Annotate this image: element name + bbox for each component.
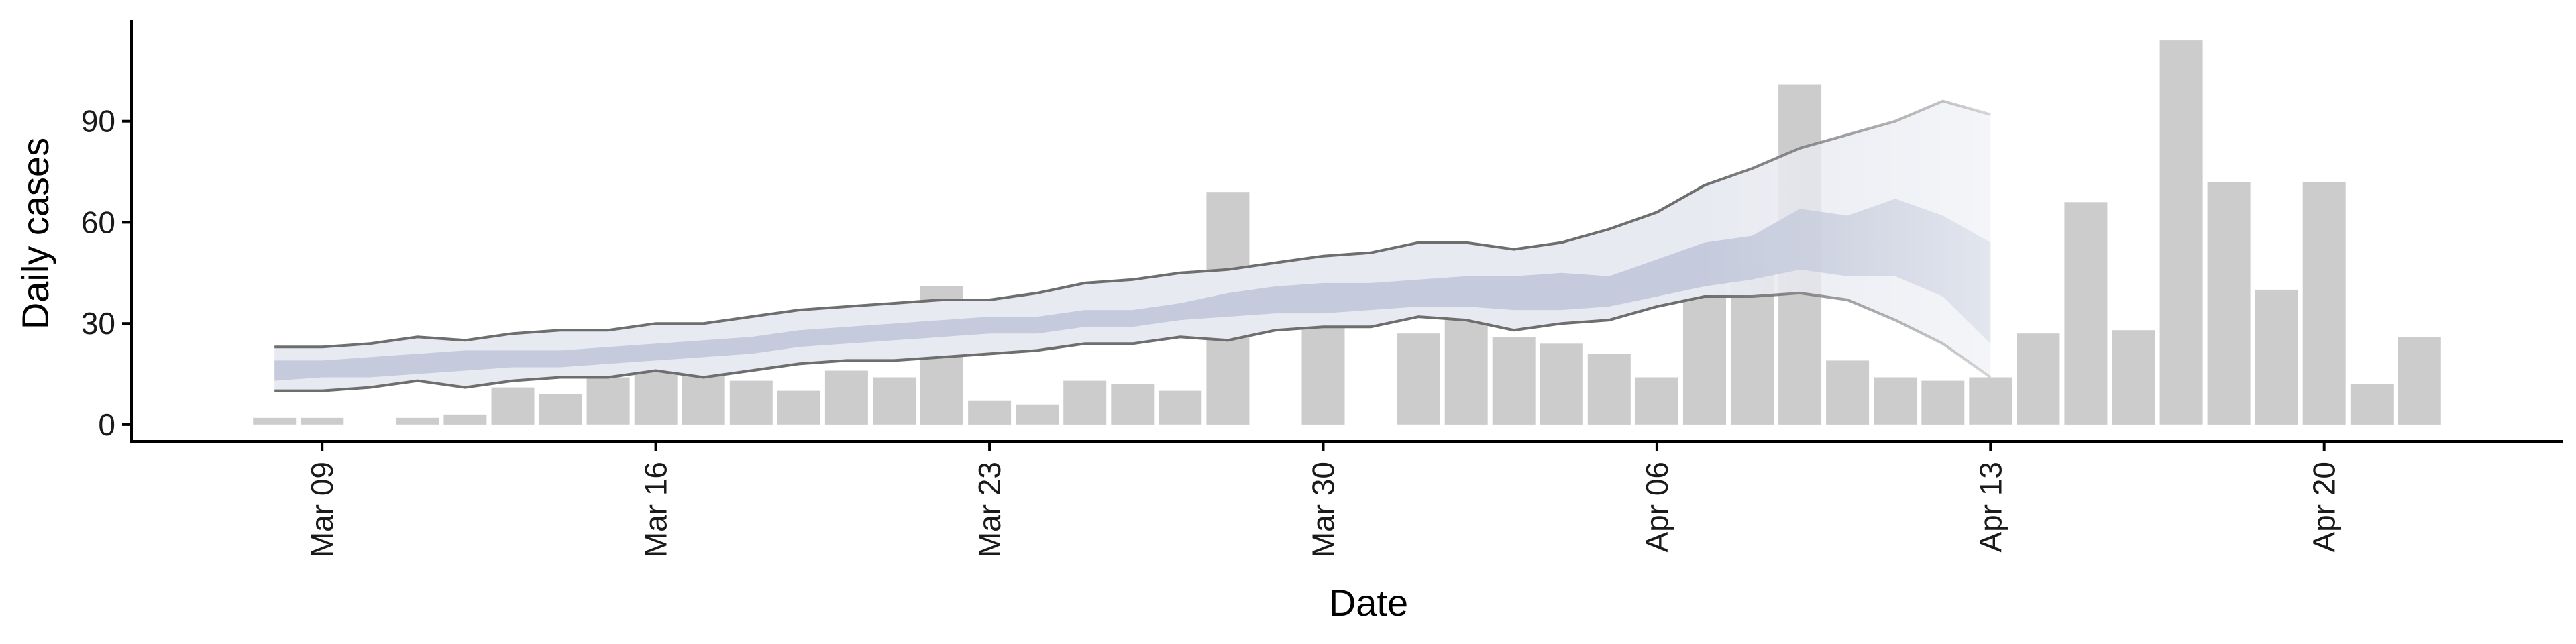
bar-2020-03-20 — [824, 370, 868, 425]
x-tick-label-mar-30: Mar 30 — [1306, 462, 1341, 557]
bar-2020-03-25 — [1063, 380, 1107, 425]
bar-2020-03-18 — [729, 380, 773, 425]
bar-2020-03-23 — [968, 400, 1012, 425]
bar-2020-04-11 — [1874, 377, 1917, 425]
ci-band-layer — [274, 101, 1991, 391]
bar-2020-04-04 — [1540, 343, 1583, 425]
bar-2020-03-19 — [777, 390, 820, 425]
bar-2020-03-24 — [1016, 404, 1059, 425]
bar-2020-04-19 — [2255, 289, 2298, 425]
bar-2020-03-21 — [873, 377, 916, 425]
bar-2020-04-16 — [2112, 330, 2155, 425]
bar-2020-03-16 — [634, 367, 678, 425]
y-tick-label-30: 30 — [81, 306, 115, 341]
bar-2020-04-15 — [2064, 202, 2108, 425]
y-tick-label-60: 60 — [81, 205, 115, 239]
x-axis-title: Date — [1329, 582, 1408, 624]
bars-layer — [253, 40, 2441, 425]
bar-2020-03-15 — [586, 377, 630, 425]
bar-2020-04-03 — [1492, 337, 1536, 425]
x-tick-label-mar-09: Mar 09 — [305, 462, 339, 557]
x-tick-label-apr-06: Apr 06 — [1640, 462, 1674, 553]
bar-2020-04-12 — [1921, 380, 1965, 425]
axes-layer: 0 30 60 90 Mar 09 Mar 16 Mar 23 Mar 30 Apr 06 Apr… — [81, 20, 2563, 557]
outer-interval-band — [274, 101, 1991, 391]
bar-2020-04-21 — [2350, 384, 2394, 425]
bar-2020-03-13 — [491, 387, 535, 425]
bar-2020-04-10 — [1826, 360, 1870, 425]
x-tick-label-mar-23: Mar 23 — [972, 462, 1007, 557]
bar-2020-03-11 — [396, 417, 439, 425]
bar-2020-04-22 — [2398, 337, 2441, 425]
x-tick-label-mar-16: Mar 16 — [639, 462, 674, 557]
bar-2020-03-12 — [443, 414, 487, 425]
upper-bound-line — [274, 99, 1991, 349]
bar-2020-04-05 — [1587, 354, 1631, 425]
bar-2020-04-18 — [2207, 182, 2251, 425]
bar-2020-04-14 — [2017, 333, 2060, 425]
y-axis-title: Daily cases — [14, 138, 56, 329]
bar-2020-03-26 — [1111, 384, 1155, 425]
bar-2020-04-20 — [2302, 182, 2346, 425]
bar-2020-03-14 — [539, 394, 582, 425]
bounds-lines-layer — [274, 99, 1992, 392]
x-tick-label-apr-20: Apr 20 — [2307, 462, 2342, 553]
bar-2020-04-06 — [1635, 377, 1678, 425]
bar-2020-04-17 — [2159, 40, 2203, 425]
bar-2020-03-09 — [301, 417, 344, 425]
bar-2020-04-13 — [1969, 377, 2012, 425]
bar-2020-03-27 — [1159, 390, 1202, 425]
x-tick-label-apr-13: Apr 13 — [1973, 462, 2008, 553]
bar-2020-04-01 — [1397, 333, 1440, 425]
y-tick-label-0: 0 — [98, 407, 115, 442]
lower-bound-line — [274, 291, 1992, 392]
bar-2020-03-08 — [253, 417, 297, 425]
inner-interval-band — [274, 199, 1991, 381]
y-tick-label-90: 90 — [81, 104, 115, 139]
